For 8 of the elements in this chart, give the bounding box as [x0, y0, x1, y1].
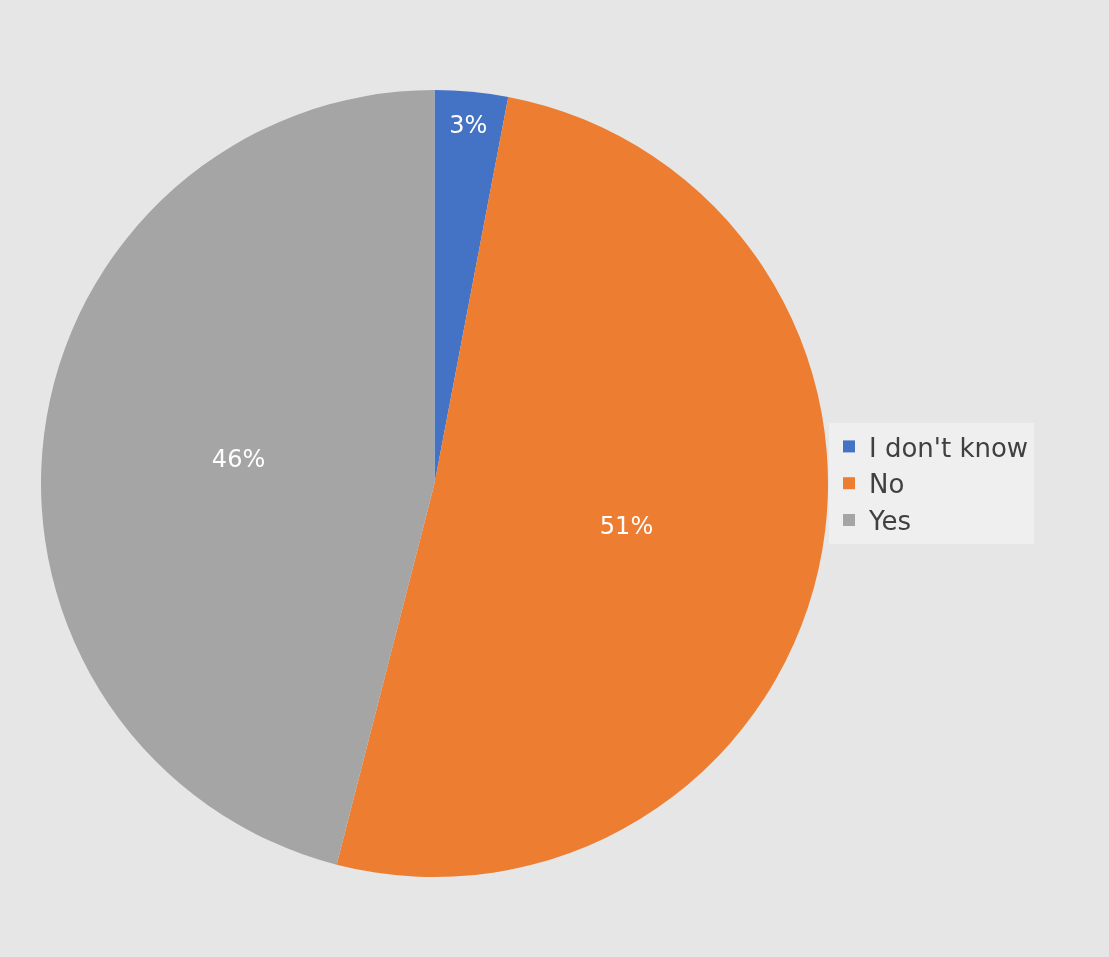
legend-label: No	[869, 469, 905, 500]
legend-label: I don't know	[869, 432, 1029, 463]
legend-label: Yes	[868, 506, 911, 537]
data-label: 3%	[449, 111, 488, 140]
data-label: 46%	[211, 444, 266, 473]
pie-slice	[41, 90, 435, 865]
pie-slice	[336, 96, 828, 877]
data-label: 51%	[599, 512, 654, 541]
